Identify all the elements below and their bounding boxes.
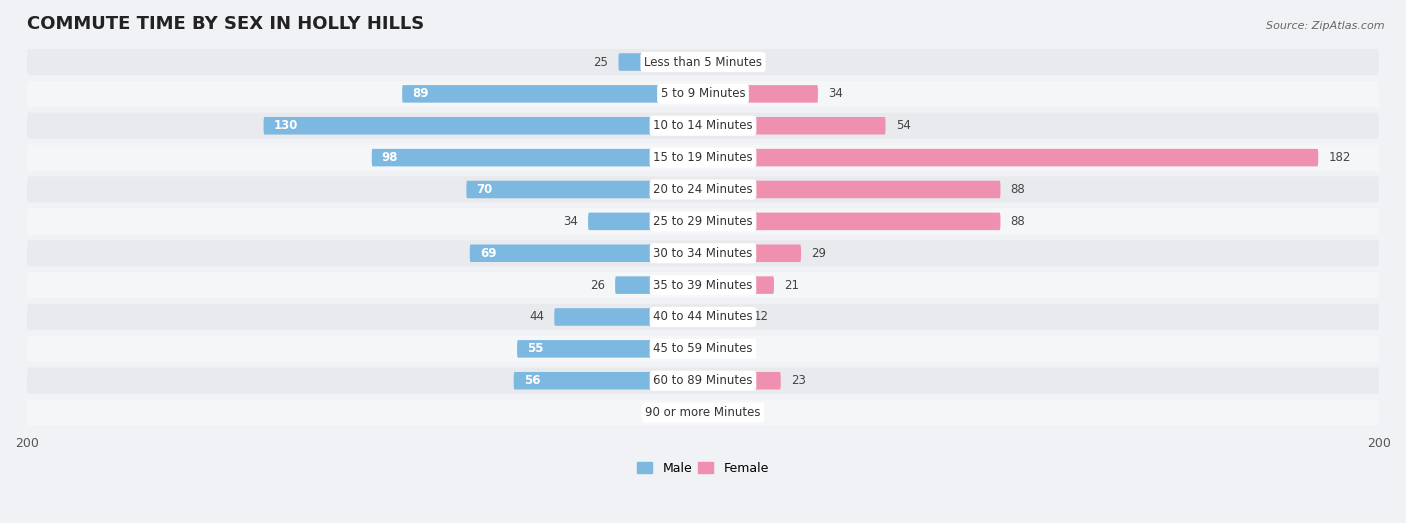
Text: 34: 34 [828,87,844,100]
Text: 90 or more Minutes: 90 or more Minutes [645,406,761,419]
FancyBboxPatch shape [513,372,703,390]
FancyBboxPatch shape [27,112,1379,139]
FancyBboxPatch shape [703,181,1001,198]
Text: COMMUTE TIME BY SEX IN HOLLY HILLS: COMMUTE TIME BY SEX IN HOLLY HILLS [27,15,425,33]
Text: 23: 23 [792,374,806,387]
Text: 34: 34 [562,215,578,228]
Text: 98: 98 [382,151,398,164]
FancyBboxPatch shape [27,368,1379,394]
FancyBboxPatch shape [371,149,703,166]
Text: 10 to 14 Minutes: 10 to 14 Minutes [654,119,752,132]
FancyBboxPatch shape [703,276,773,294]
Text: 0: 0 [689,406,696,419]
Text: 44: 44 [529,311,544,324]
FancyBboxPatch shape [27,176,1379,202]
FancyBboxPatch shape [703,308,744,326]
FancyBboxPatch shape [517,340,703,358]
FancyBboxPatch shape [467,181,703,198]
Text: 69: 69 [479,247,496,260]
FancyBboxPatch shape [27,49,1379,75]
Text: 25: 25 [593,55,609,69]
FancyBboxPatch shape [27,144,1379,170]
Text: 56: 56 [524,374,540,387]
FancyBboxPatch shape [703,340,717,358]
FancyBboxPatch shape [614,276,703,294]
FancyBboxPatch shape [588,213,703,230]
Text: 25 to 29 Minutes: 25 to 29 Minutes [654,215,752,228]
FancyBboxPatch shape [703,85,818,103]
FancyBboxPatch shape [263,117,703,134]
Text: 55: 55 [527,343,544,355]
Text: 5 to 9 Minutes: 5 to 9 Minutes [661,87,745,100]
Text: 15 to 19 Minutes: 15 to 19 Minutes [654,151,752,164]
Text: 70: 70 [477,183,492,196]
FancyBboxPatch shape [470,244,703,262]
Text: 88: 88 [1011,215,1025,228]
Text: 60 to 89 Minutes: 60 to 89 Minutes [654,374,752,387]
FancyBboxPatch shape [27,400,1379,426]
Text: 21: 21 [785,279,799,292]
Text: 88: 88 [1011,183,1025,196]
Text: 20 to 24 Minutes: 20 to 24 Minutes [654,183,752,196]
Text: 40 to 44 Minutes: 40 to 44 Minutes [654,311,752,324]
Text: 4: 4 [727,55,734,69]
FancyBboxPatch shape [703,372,780,390]
FancyBboxPatch shape [703,149,1319,166]
FancyBboxPatch shape [27,208,1379,234]
Text: 54: 54 [896,119,911,132]
FancyBboxPatch shape [554,308,703,326]
FancyBboxPatch shape [27,81,1379,107]
Text: Source: ZipAtlas.com: Source: ZipAtlas.com [1267,21,1385,31]
Text: 130: 130 [274,119,298,132]
Legend: Male, Female: Male, Female [633,457,773,480]
Text: 89: 89 [412,87,429,100]
FancyBboxPatch shape [703,117,886,134]
FancyBboxPatch shape [27,336,1379,362]
FancyBboxPatch shape [27,304,1379,330]
FancyBboxPatch shape [619,53,703,71]
Text: 45 to 59 Minutes: 45 to 59 Minutes [654,343,752,355]
Text: Less than 5 Minutes: Less than 5 Minutes [644,55,762,69]
Text: 0: 0 [710,406,717,419]
FancyBboxPatch shape [402,85,703,103]
Text: 26: 26 [591,279,605,292]
FancyBboxPatch shape [703,244,801,262]
FancyBboxPatch shape [703,53,717,71]
Text: 35 to 39 Minutes: 35 to 39 Minutes [654,279,752,292]
Text: 4: 4 [727,343,734,355]
Text: 29: 29 [811,247,827,260]
FancyBboxPatch shape [27,240,1379,266]
Text: 12: 12 [754,311,769,324]
Text: 182: 182 [1329,151,1351,164]
FancyBboxPatch shape [703,213,1001,230]
FancyBboxPatch shape [27,272,1379,298]
Text: 30 to 34 Minutes: 30 to 34 Minutes [654,247,752,260]
